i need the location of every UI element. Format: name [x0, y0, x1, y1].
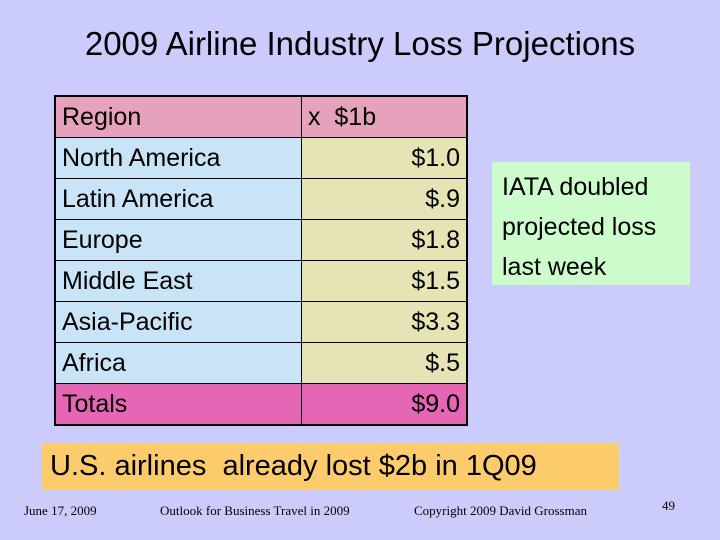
footer-presentation-title: Outlook for Business Travel in 2009: [160, 503, 350, 518]
value-cell: $1.5: [301, 260, 468, 302]
region-cell: Africa: [54, 342, 302, 384]
note-line: last week: [502, 253, 607, 281]
value-cell: $1.8: [301, 219, 468, 261]
header-region: Region: [54, 95, 302, 138]
value-cell: $.5: [301, 342, 468, 384]
region-cell: North America: [54, 137, 302, 179]
table-row: North America $1.0: [54, 137, 468, 179]
footer-copyright: Copyright 2009 David Grossman: [414, 503, 587, 518]
region-cell: Europe: [54, 219, 302, 261]
value-cell: $.9: [301, 178, 468, 220]
slide-title: 2009 Airline Industry Loss Projections: [84, 25, 636, 62]
value-cell: $1.0: [301, 137, 468, 179]
table-row: Latin America $.9: [54, 178, 468, 220]
table-row: Asia-Pacific $3.3: [54, 301, 468, 343]
totals-label: Totals: [54, 383, 302, 426]
table-row: Africa $.5: [54, 342, 468, 384]
table-row: Middle East $1.5: [54, 260, 468, 302]
totals-value: $9.0: [301, 383, 468, 426]
loss-projection-table: Region x $1b North America $1.0 Latin Am…: [54, 95, 468, 426]
page-number: 49: [662, 498, 675, 513]
table-row: Europe $1.8: [54, 219, 468, 261]
table-header-row: Region x $1b: [54, 95, 468, 138]
footer-date: June 17, 2009: [24, 503, 97, 518]
iata-note-box: IATA doubled projected loss last week: [492, 162, 690, 285]
header-value: x $1b: [301, 95, 468, 138]
us-airlines-banner: U.S. airlines already lost $2b in 1Q09: [42, 443, 619, 490]
note-line: IATA doubled: [502, 173, 649, 201]
totals-row: Totals $9.0: [54, 383, 468, 426]
note-line: projected loss: [502, 213, 657, 241]
region-cell: Middle East: [54, 260, 302, 302]
region-cell: Latin America: [54, 178, 302, 220]
value-cell: $3.3: [301, 301, 468, 343]
region-cell: Asia-Pacific: [54, 301, 302, 343]
